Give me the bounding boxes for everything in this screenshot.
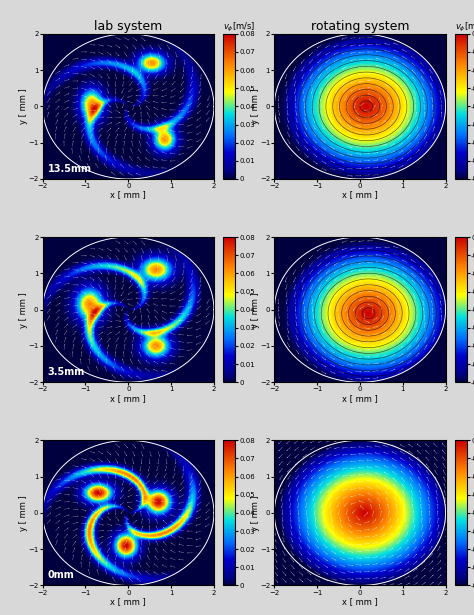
- Text: 13.5mm: 13.5mm: [48, 164, 92, 173]
- Y-axis label: y [ mm ]: y [ mm ]: [19, 292, 28, 328]
- X-axis label: x [ mm ]: x [ mm ]: [342, 191, 378, 199]
- Text: $v_\phi$[m/s]: $v_\phi$[m/s]: [223, 21, 255, 34]
- X-axis label: x [ mm ]: x [ mm ]: [342, 394, 378, 403]
- X-axis label: x [ mm ]: x [ mm ]: [110, 394, 146, 403]
- Title: rotating system: rotating system: [311, 20, 409, 33]
- Text: 0mm: 0mm: [48, 570, 74, 580]
- Y-axis label: y [ mm ]: y [ mm ]: [19, 89, 28, 124]
- X-axis label: x [ mm ]: x [ mm ]: [342, 597, 378, 606]
- Title: lab system: lab system: [94, 20, 163, 33]
- Y-axis label: y [ mm ]: y [ mm ]: [19, 495, 28, 531]
- X-axis label: x [ mm ]: x [ mm ]: [110, 191, 146, 199]
- Y-axis label: y [ mm ]: y [ mm ]: [251, 495, 260, 531]
- X-axis label: x [ mm ]: x [ mm ]: [110, 597, 146, 606]
- Text: 3.5mm: 3.5mm: [48, 367, 85, 377]
- Text: $v_\phi$[m/s]: $v_\phi$[m/s]: [455, 21, 474, 34]
- Y-axis label: y [ mm ]: y [ mm ]: [251, 89, 260, 124]
- Y-axis label: y [ mm ]: y [ mm ]: [251, 292, 260, 328]
